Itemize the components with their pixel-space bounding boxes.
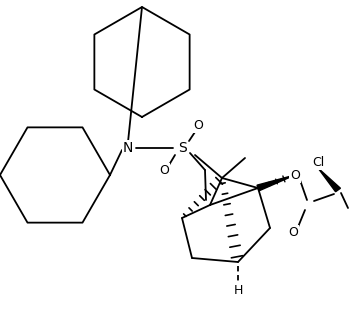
Text: O: O [290, 169, 300, 182]
Polygon shape [257, 175, 295, 191]
Text: O: O [193, 119, 203, 131]
Text: H: H [233, 284, 243, 296]
Text: O: O [159, 163, 169, 177]
Text: S: S [178, 141, 186, 155]
Text: N: N [123, 141, 133, 155]
Polygon shape [318, 168, 341, 192]
Text: Cl: Cl [312, 155, 324, 169]
Text: O: O [288, 225, 298, 238]
